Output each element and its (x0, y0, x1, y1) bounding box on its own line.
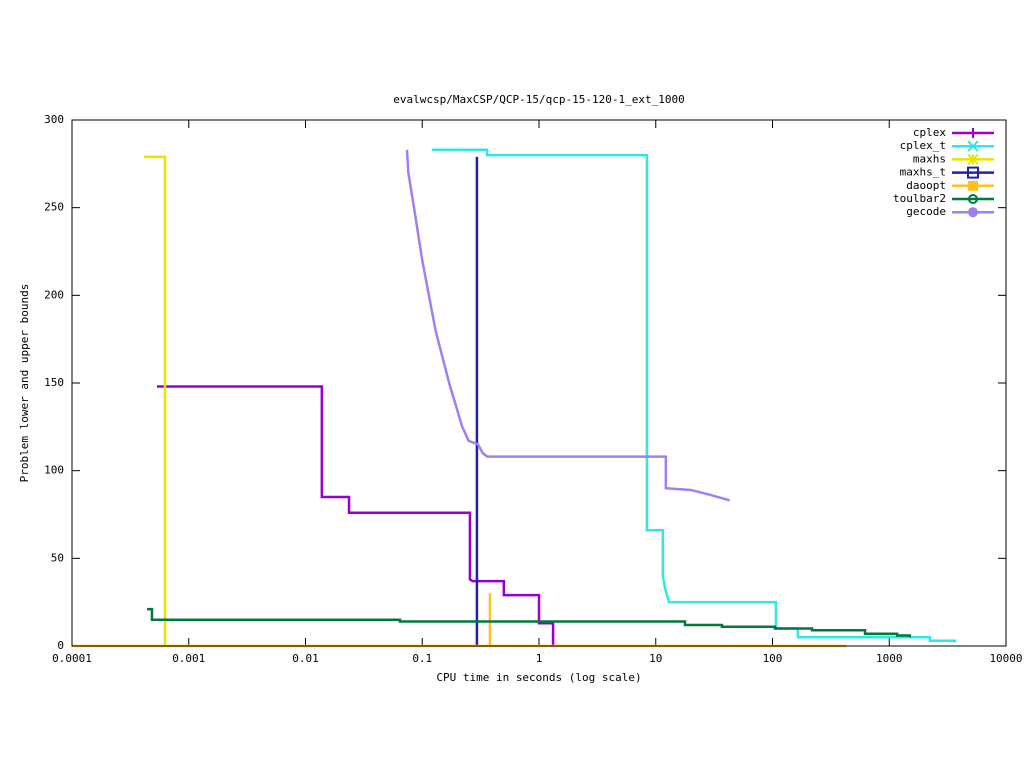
x-tick-label: 0.01 (292, 652, 319, 665)
legend-marker (968, 128, 978, 138)
chart-title: evalwcsp/MaxCSP/QCP-15/qcp-15-120-1_ext_… (393, 93, 684, 106)
x-tick-label: 0.0001 (52, 652, 92, 665)
y-tick-label: 300 (44, 113, 64, 126)
legend-label: toulbar2 (893, 192, 946, 205)
plot-border (71, 119, 1007, 647)
legend-label: gecode (906, 205, 946, 218)
legend-label: cplex (913, 126, 946, 139)
x-tick-label: 0.1 (412, 652, 432, 665)
series-line (431, 148, 957, 643)
legend-marker (968, 207, 978, 218)
legend-marker (968, 180, 978, 191)
legend-marker (967, 166, 979, 179)
y-axis-label: Problem lower and upper bounds (18, 284, 31, 483)
y-tick-label: 200 (44, 288, 64, 301)
y-tick-label: 100 (44, 464, 64, 477)
legend-label: cplex_t (900, 139, 946, 152)
legend-label: maxhs (913, 152, 946, 165)
series-line (157, 385, 555, 646)
x-tick-label: 1 (536, 652, 543, 665)
series-line (144, 155, 167, 646)
x-tick-label: 0.001 (172, 652, 205, 665)
legend-label: maxhs_t (900, 166, 946, 179)
legend-label: daoopt (906, 179, 946, 192)
y-tick-label: 150 (44, 376, 64, 389)
legend-marker (968, 194, 978, 204)
series-line (147, 607, 912, 638)
legend-marker (967, 140, 979, 152)
x-tick-label: 1000 (876, 652, 903, 665)
x-tick-label: 10000 (989, 652, 1022, 665)
y-tick-label: 0 (57, 639, 64, 652)
x-tick-label: 100 (763, 652, 783, 665)
x-tick-label: 10 (649, 652, 662, 665)
y-tick-label: 250 (44, 201, 64, 214)
y-tick-label: 50 (51, 551, 64, 564)
series-line (405, 149, 731, 502)
x-axis-label: CPU time in seconds (log scale) (436, 671, 641, 684)
legend-marker (967, 153, 979, 166)
